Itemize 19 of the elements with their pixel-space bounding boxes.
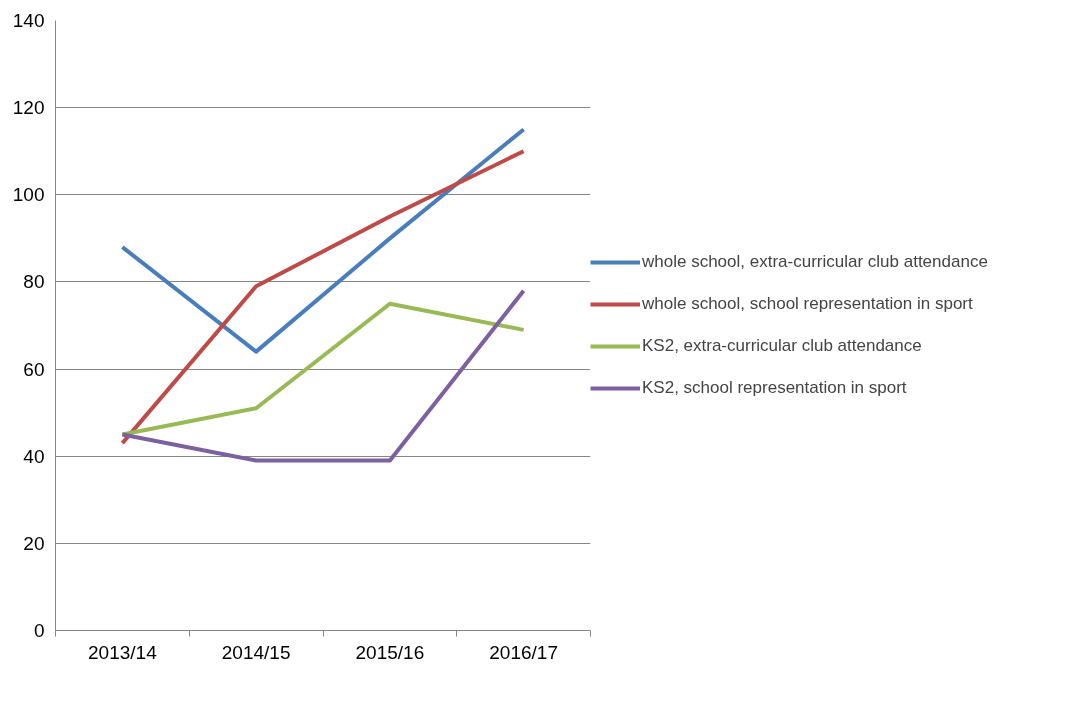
legend-label: KS2, school representation in sport <box>642 378 907 398</box>
y-tick-label: 0 <box>33 620 45 641</box>
y-tick-label: 120 <box>12 97 45 119</box>
line-series <box>120 127 526 354</box>
x-tick-label: 2015/16 <box>355 641 425 663</box>
y-tick-label: 40 <box>23 445 45 467</box>
x-tick-label: 2014/15 <box>221 641 291 663</box>
y-tick-label: 80 <box>23 271 45 293</box>
x-tick-label: 2016/17 <box>489 641 558 663</box>
line-series <box>120 301 526 437</box>
legend-label: whole school, school representation in sport <box>642 294 973 314</box>
y-tick-label: 60 <box>23 358 45 380</box>
x-tick-label: 2013/14 <box>88 641 158 663</box>
legend-label: whole school, extra-curricular club attendance <box>642 252 988 272</box>
y-tick-label: 100 <box>12 184 45 206</box>
y-tick-label: 140 <box>12 10 45 31</box>
legend-label: KS2, extra-curricular club attendance <box>642 336 922 356</box>
y-tick-label: 20 <box>23 532 45 554</box>
line-series <box>120 149 526 446</box>
